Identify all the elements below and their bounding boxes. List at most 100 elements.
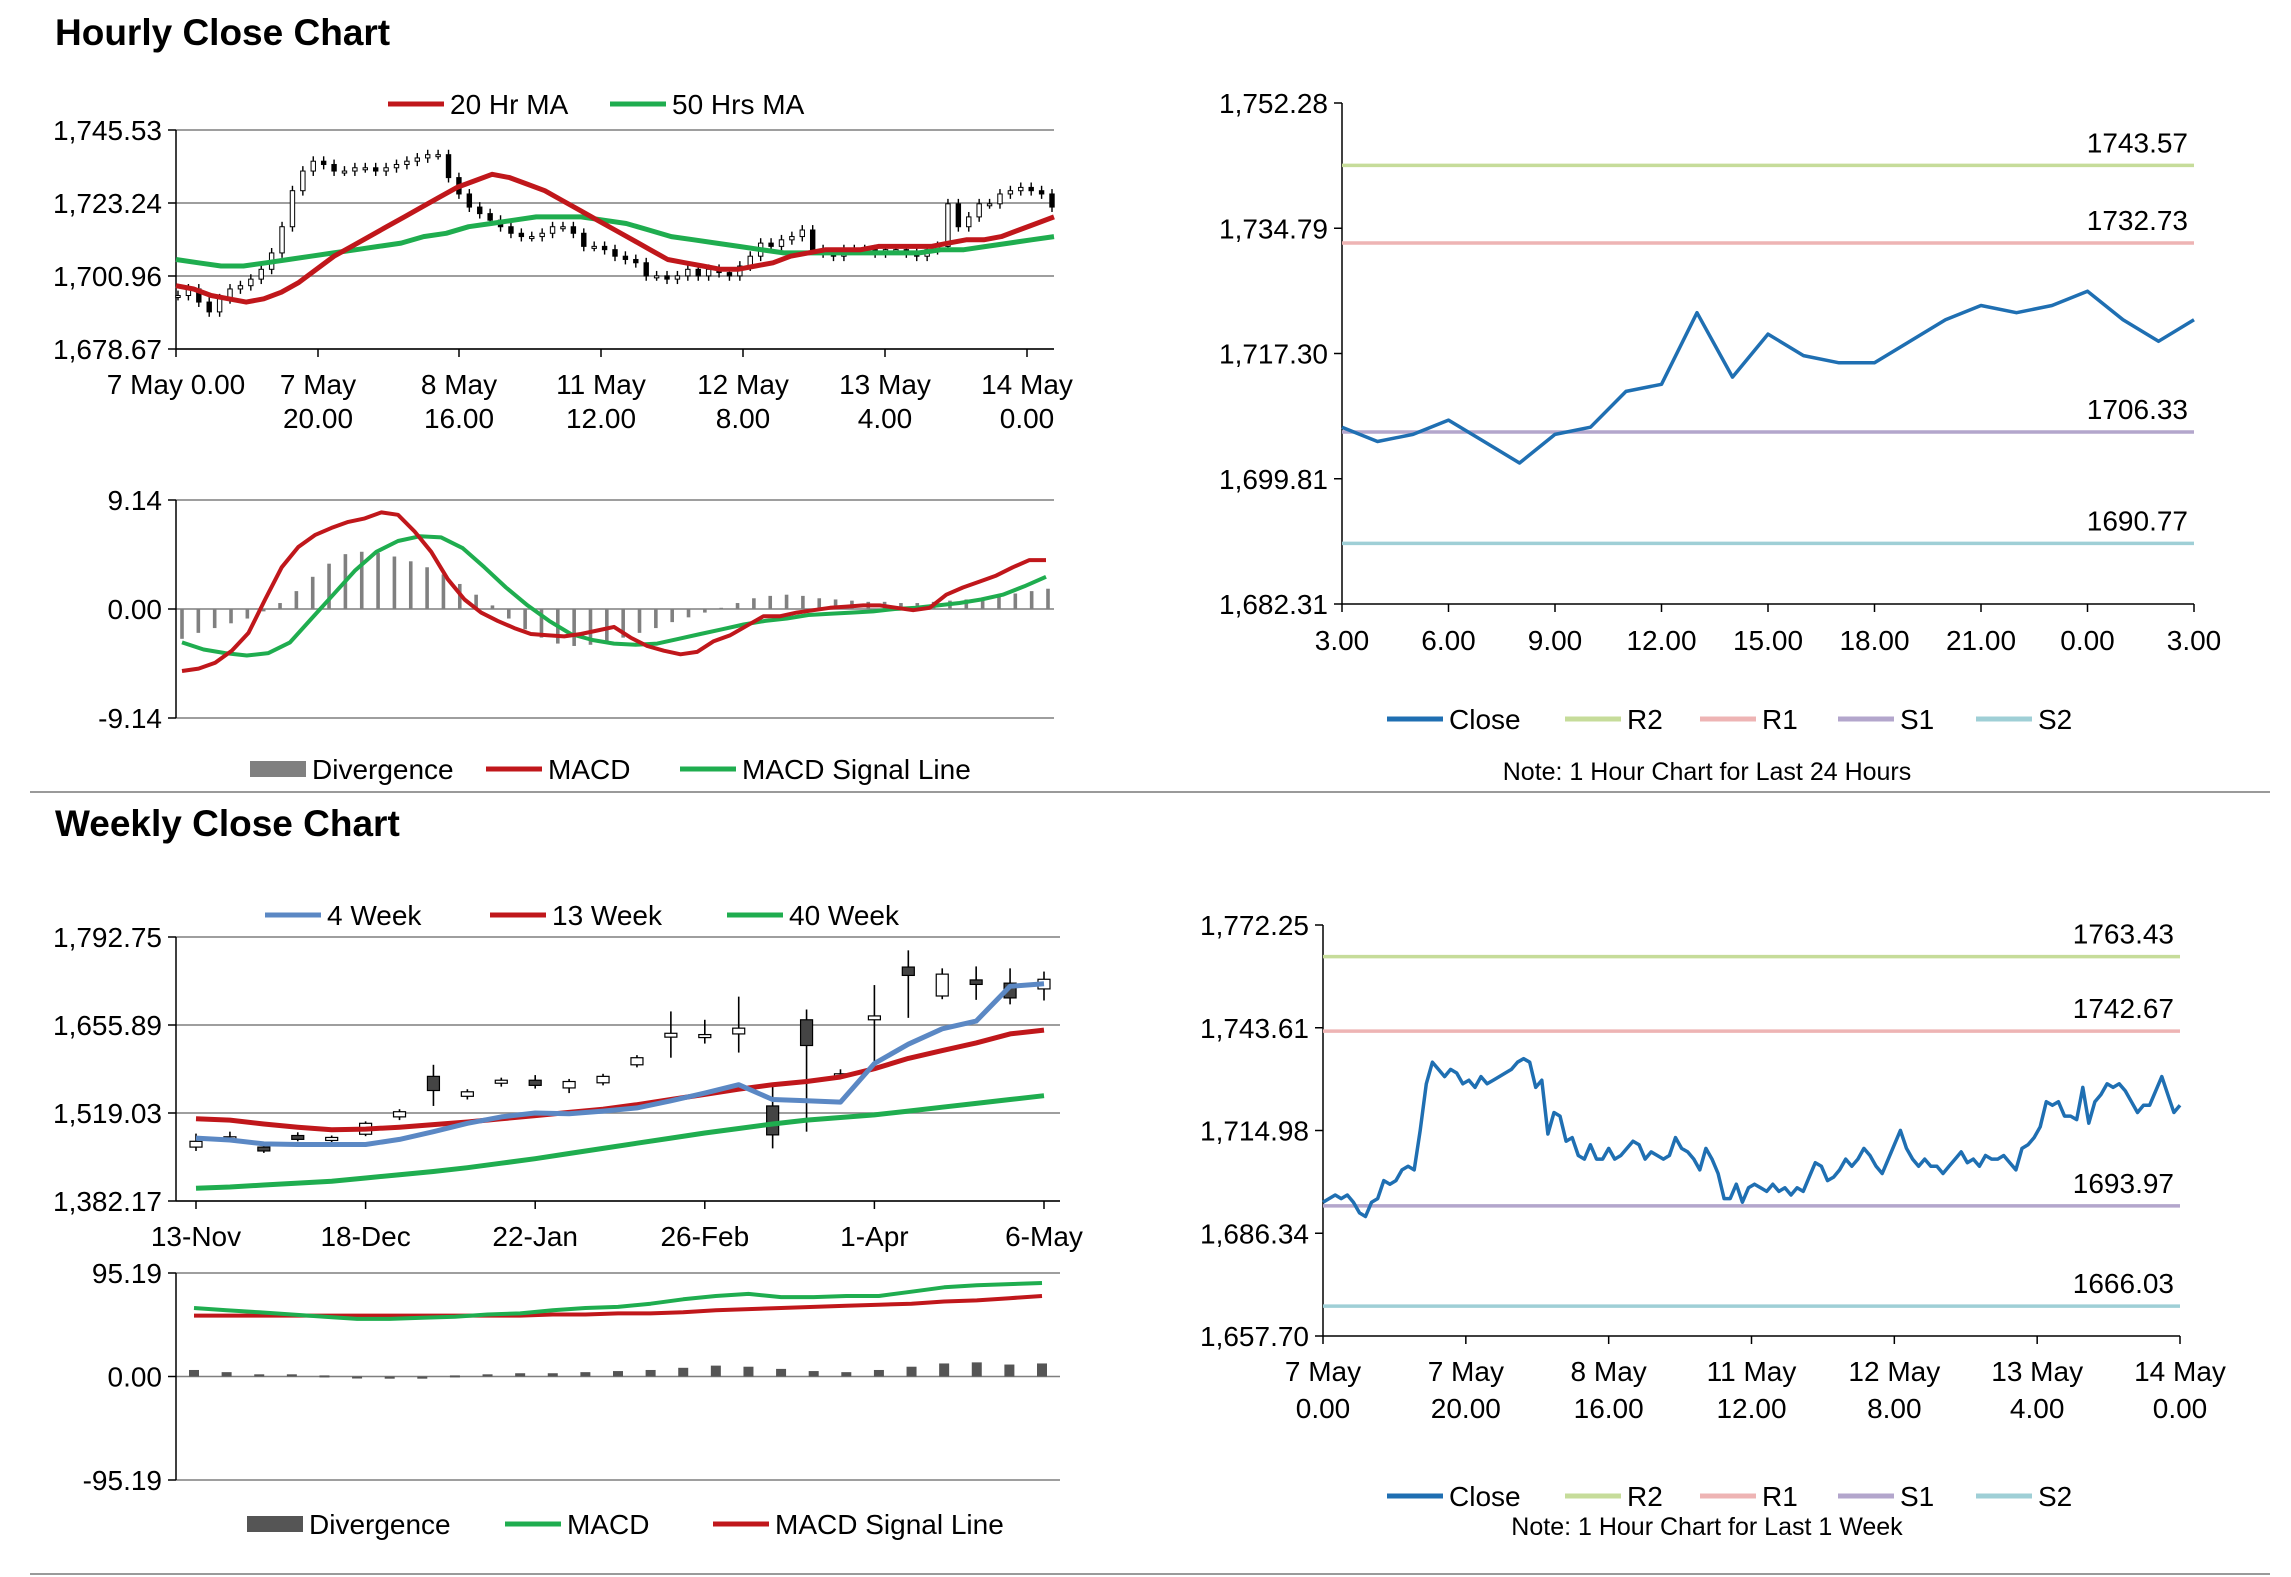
candle-body [175,295,181,299]
candle-body [494,1079,508,1084]
divergence-bar [352,1376,363,1379]
level-r2-label: 1763.43 [2073,919,2174,950]
divergence-bar [490,605,495,609]
divergence-bar [670,609,674,623]
candle-body [1028,186,1034,192]
x-tick-label: 4.00 [858,403,913,434]
divergence-bar [319,1375,330,1378]
y-tick-label: 1,745.53 [53,115,162,146]
legend-s2-label: S2 [2038,1481,2072,1512]
divergence-bar [221,1372,232,1377]
divergence-bar [710,1365,721,1377]
candle-body [622,255,629,260]
ma-50-line [175,214,1055,269]
candle-body [310,160,316,172]
candle-body [414,157,421,162]
divergence-bar [678,1367,689,1377]
candle-body [630,1057,644,1066]
legend-divergence-label: Divergence [312,754,454,785]
legend-r2-label: R2 [1627,704,1663,735]
candle-body [766,1105,780,1136]
candle-body [768,242,774,247]
divergence-bar [261,609,266,612]
y-tick-label: -95.19 [83,1465,162,1496]
divergence-bar [547,1373,558,1377]
x-tick-label: 7 May [1285,1356,1361,1387]
divergence-bar [605,609,609,643]
candle-body [1049,193,1055,208]
candle-body [596,1075,610,1084]
x-tick-label: 8.00 [1867,1393,1922,1424]
weekly-macd-chart: 95.19 0.00 -95.19 Divergence MACD MACD Signal… [83,1258,1060,1540]
divergence-bar [971,1362,982,1377]
candle-body [539,232,545,238]
x-tick-label: 26-Feb [660,1221,749,1252]
candle-body [508,226,514,234]
divergence-bar [719,607,724,609]
divergence-bar [768,595,773,609]
candle-body [997,193,1003,205]
x-tick-label: 12 May [1848,1356,1940,1387]
candle-body [601,245,608,251]
candle-body [529,236,535,240]
candle-body [466,193,473,208]
candle-body [404,160,410,165]
divergence-bar [833,599,838,609]
ma-40-week-line [195,1093,1045,1191]
y-tick-label: 1,734.79 [1219,213,1328,244]
divergence-bar [523,609,527,630]
x-tick-label: 3.00 [1315,625,1370,656]
x-tick-label: 18-Dec [320,1221,410,1252]
candle-body [633,258,639,264]
candle-body [695,268,701,277]
candle-body [445,154,452,179]
x-tick-label: 13 May [1991,1356,2083,1387]
x-tick-label: 6-May [1005,1221,1083,1252]
x-tick-label: 13 May [839,369,931,400]
divergence-bar [906,1366,917,1377]
candle-body [331,163,337,172]
x-tick-label: 15.00 [1733,625,1803,656]
divergence-bar [808,1371,819,1377]
divergence-bar [686,609,691,618]
legend-s1-label: S1 [1900,704,1934,735]
legend-s1-label: S1 [1900,1481,1934,1512]
candle-body [612,249,618,257]
divergence-bar [588,609,593,645]
candle-body [664,275,670,280]
level-r1-label: 1732.73 [2087,205,2188,236]
legend-divergence-swatch [250,761,306,777]
x-tick-label: 14 May [2134,1356,2226,1387]
candle-body [248,278,254,287]
divergence-bar [425,567,429,609]
candle-body [341,170,348,174]
x-tick-label: 16.00 [1574,1393,1644,1424]
divergence-bar [506,609,511,619]
x-tick-label: 12 May [697,369,789,400]
y-tick-label: 1,678.67 [53,334,162,365]
candle-body [969,979,983,986]
weekly-price-chart: 1,792.75 1,655.89 1,519.03 1,382.17 13-Nov 18… [53,900,1083,1252]
candle-body [383,167,389,172]
legend-close-label: Close [1449,704,1521,735]
divergence-bar [654,609,658,629]
candle-body [560,226,566,230]
legend-r2-label: R2 [1627,1481,1663,1512]
candle-body [435,154,441,158]
divergence-bar [1029,591,1034,609]
y-tick-label: 1,717.30 [1219,339,1328,370]
weekly-section-title: Weekly Close Chart [55,803,400,844]
x-tick-label: 11 May [556,369,646,400]
x-tick-label: 13-Nov [151,1221,241,1252]
chart-note: Note: 1 Hour Chart for Last 24 Hours [1503,758,1912,786]
divergence-bar [743,1366,754,1377]
candle-body [426,1075,441,1092]
divergence-bar [286,1374,297,1377]
divergence-bar [359,551,364,609]
candle-body [705,268,712,277]
divergence-bar [572,609,576,646]
divergence-bar [997,595,1001,609]
candle-body [901,966,915,977]
legend-divergence-swatch [247,1516,303,1532]
